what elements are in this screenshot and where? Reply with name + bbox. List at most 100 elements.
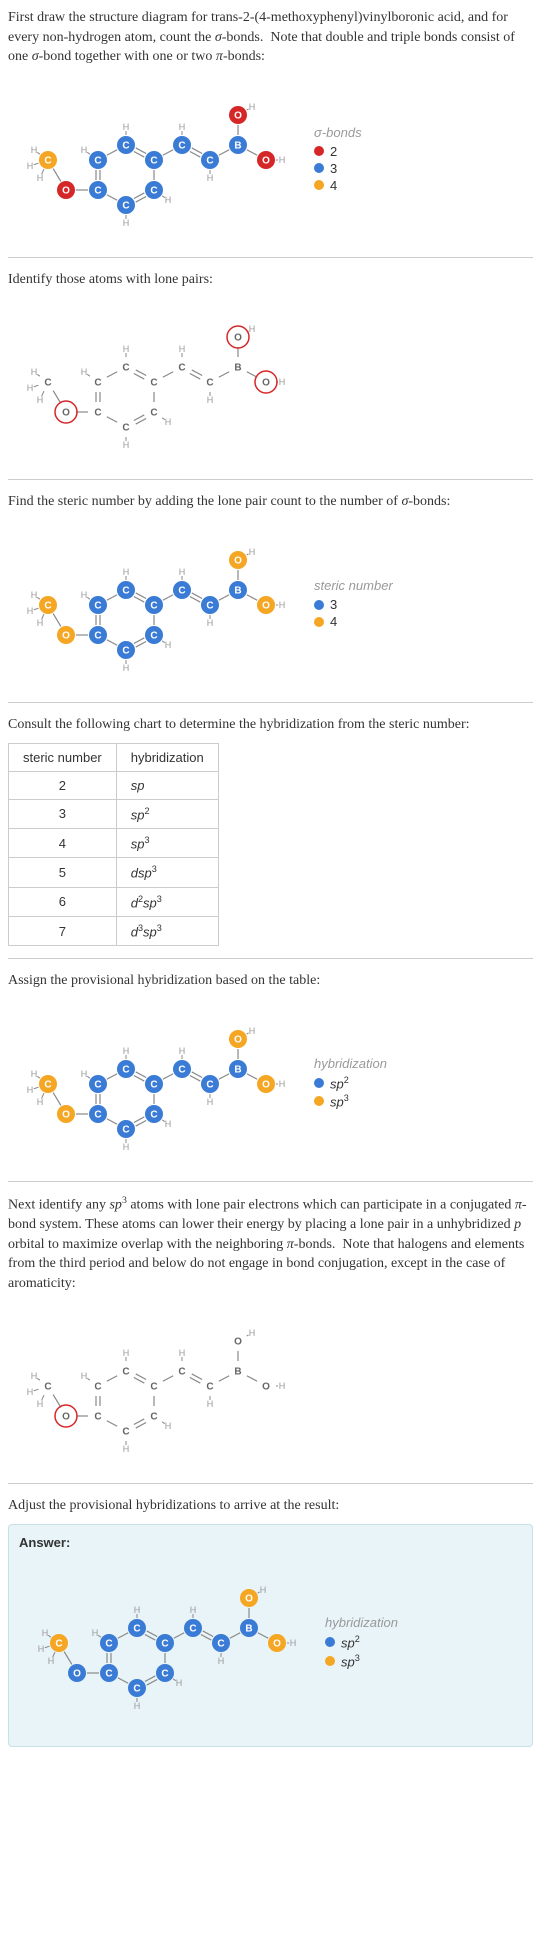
table-header: hybridization xyxy=(116,743,218,771)
svg-text:H: H xyxy=(123,1348,130,1358)
svg-text:H: H xyxy=(92,1628,99,1638)
table-row: 5dsp3 xyxy=(9,858,219,887)
svg-text:C: C xyxy=(44,1079,51,1090)
svg-text:C: C xyxy=(122,645,129,656)
svg-text:H: H xyxy=(27,1085,34,1095)
svg-text:H: H xyxy=(123,1046,130,1056)
svg-text:C: C xyxy=(217,1639,224,1650)
legend-item: 2 xyxy=(314,144,362,159)
svg-text:H: H xyxy=(207,395,214,405)
legend-item: sp3 xyxy=(325,1653,398,1669)
svg-text:C: C xyxy=(94,1079,101,1090)
svg-text:H: H xyxy=(207,173,214,183)
svg-text:C: C xyxy=(206,1382,213,1393)
svg-text:C: C xyxy=(150,600,157,611)
svg-text:H: H xyxy=(207,1097,214,1107)
svg-text:C: C xyxy=(150,155,157,166)
svg-text:C: C xyxy=(161,1669,168,1680)
legend-item: 4 xyxy=(314,178,362,193)
svg-text:H: H xyxy=(123,1444,130,1454)
divider xyxy=(8,479,533,480)
legend-title: hybridization xyxy=(314,1056,387,1071)
svg-text:C: C xyxy=(94,1109,101,1120)
svg-text:C: C xyxy=(122,200,129,211)
svg-text:O: O xyxy=(234,110,242,121)
svg-text:H: H xyxy=(207,1399,214,1409)
hyb-diagram-row: HHHHHHHHHHHCOCCCCCCCCBOO hybridization s… xyxy=(8,999,533,1169)
svg-text:H: H xyxy=(165,195,172,205)
svg-text:B: B xyxy=(245,1624,252,1635)
svg-text:H: H xyxy=(165,1119,172,1129)
svg-text:C: C xyxy=(206,155,213,166)
svg-text:H: H xyxy=(123,122,130,132)
svg-text:H: H xyxy=(27,1387,34,1397)
svg-text:H: H xyxy=(290,1638,297,1648)
svg-text:O: O xyxy=(234,1337,242,1348)
svg-text:C: C xyxy=(94,630,101,641)
table-row: 4sp3 xyxy=(9,828,219,857)
lonepair-text: Identify those atoms with lone pairs: xyxy=(8,270,533,290)
svg-text:C: C xyxy=(122,140,129,151)
svg-text:O: O xyxy=(234,333,242,344)
table-header: steric number xyxy=(9,743,117,771)
legend-title: hybridization xyxy=(325,1615,398,1630)
svg-text:C: C xyxy=(206,378,213,389)
svg-text:H: H xyxy=(176,1678,183,1688)
sigma-diagram-row: HHHHHHHHHHHCOCCCCCCCCBOO σ-bonds 234 xyxy=(8,75,533,245)
svg-text:C: C xyxy=(133,1684,140,1695)
legend-item: 4 xyxy=(314,614,393,629)
svg-text:H: H xyxy=(81,367,88,377)
svg-text:C: C xyxy=(94,600,101,611)
assign-text: Assign the provisional hybridization bas… xyxy=(8,971,533,991)
svg-text:C: C xyxy=(206,600,213,611)
consult-text: Consult the following chart to determine… xyxy=(8,715,533,735)
legend-sigma: σ-bonds 234 xyxy=(314,125,362,195)
svg-text:H: H xyxy=(179,122,186,132)
svg-text:B: B xyxy=(234,363,241,374)
divider xyxy=(8,1181,533,1182)
divider xyxy=(8,958,533,959)
svg-text:O: O xyxy=(234,555,242,566)
svg-text:H: H xyxy=(81,145,88,155)
svg-text:H: H xyxy=(37,173,44,183)
svg-text:C: C xyxy=(44,155,51,166)
svg-text:C: C xyxy=(150,1079,157,1090)
svg-text:H: H xyxy=(279,155,286,165)
svg-text:H: H xyxy=(31,367,38,377)
svg-text:H: H xyxy=(31,590,38,600)
molecule-conj: HHHHHHHHHHHCOCCCCCCCCBOO xyxy=(8,1301,298,1471)
divider xyxy=(8,702,533,703)
molecule-hyb: HHHHHHHHHHHCOCCCCCCCCBOO xyxy=(8,999,298,1169)
legend-hyb: hybridization sp2sp3 xyxy=(314,1056,387,1112)
svg-text:O: O xyxy=(62,408,70,419)
svg-text:H: H xyxy=(27,383,34,393)
svg-text:H: H xyxy=(249,1328,256,1338)
svg-text:B: B xyxy=(234,140,241,151)
table-row: 2sp xyxy=(9,771,219,799)
svg-text:H: H xyxy=(123,1142,130,1152)
svg-text:H: H xyxy=(179,1348,186,1358)
svg-text:H: H xyxy=(48,1656,55,1666)
svg-text:C: C xyxy=(178,1367,185,1378)
legend-title: steric number xyxy=(314,578,393,593)
svg-text:H: H xyxy=(207,618,214,628)
svg-text:C: C xyxy=(122,585,129,596)
divider xyxy=(8,257,533,258)
svg-text:H: H xyxy=(81,1069,88,1079)
svg-text:O: O xyxy=(62,1412,70,1423)
svg-text:C: C xyxy=(178,585,185,596)
hybridization-table: steric numberhybridization 2sp3sp24sp35d… xyxy=(8,743,219,947)
svg-text:C: C xyxy=(178,1064,185,1075)
svg-text:O: O xyxy=(262,600,270,611)
svg-text:C: C xyxy=(150,185,157,196)
svg-text:H: H xyxy=(279,377,286,387)
svg-text:C: C xyxy=(122,1367,129,1378)
svg-text:C: C xyxy=(133,1624,140,1635)
answer-box: Answer: HHHHHHHHHHHCOCCCCCCCCBOO hybridi… xyxy=(8,1524,533,1747)
svg-text:H: H xyxy=(31,145,38,155)
legend-item: sp2 xyxy=(314,1075,387,1091)
svg-text:H: H xyxy=(81,1371,88,1381)
final-diagram-row: HHHHHHHHHHHCOCCCCCCCCBOO hybridization s… xyxy=(19,1558,522,1728)
adjust-text: Adjust the provisional hybridizations to… xyxy=(8,1496,533,1516)
svg-text:C: C xyxy=(105,1639,112,1650)
